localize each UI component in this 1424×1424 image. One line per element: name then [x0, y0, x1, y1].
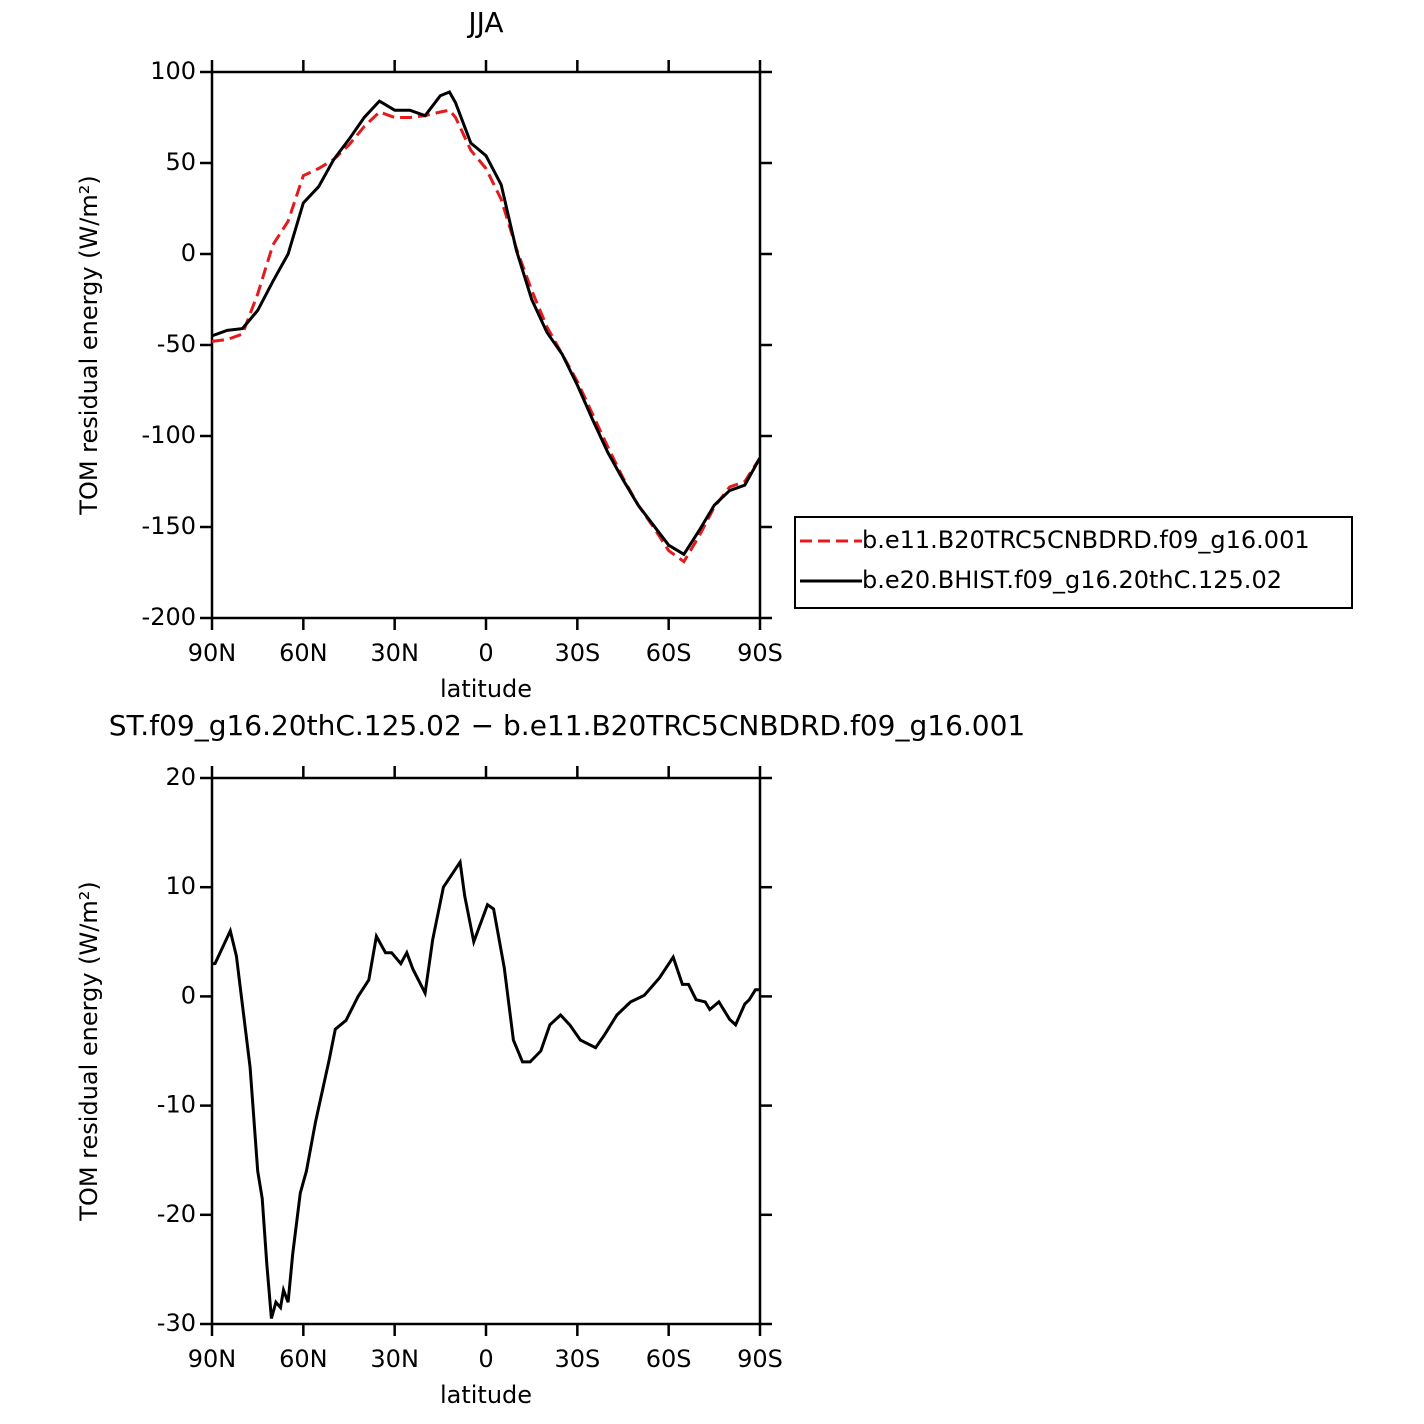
y-tick-label: 100 [150, 57, 196, 85]
y-axis-label: TOM residual energy (W/m²) [75, 881, 103, 1221]
data-line [212, 857, 760, 1319]
chart-title: JJA [466, 6, 503, 39]
x-axis-label: latitude [440, 1381, 532, 1409]
y-tick-label: -20 [157, 1200, 196, 1228]
y-tick-label: -10 [157, 1091, 196, 1119]
y-tick-label: 0 [181, 981, 196, 1009]
y-tick-label: -200 [142, 603, 196, 631]
y-tick-label: 50 [165, 148, 196, 176]
y-tick-label: -30 [157, 1309, 196, 1337]
data-line [211, 108, 762, 564]
y-tick-label: -100 [142, 421, 196, 449]
x-tick-label: 60N [279, 639, 328, 667]
y-tick-label: 20 [165, 763, 196, 791]
y-tick-label: 10 [165, 872, 196, 900]
data-line [211, 90, 762, 557]
y-tick-label: -150 [142, 512, 196, 540]
x-tick-label: 30N [370, 1345, 419, 1373]
x-tick-label: 0 [478, 639, 493, 667]
x-tick-label: 30S [554, 1345, 600, 1373]
x-tick-label: 60N [279, 1345, 328, 1373]
x-tick-label: 0 [478, 1345, 493, 1373]
x-tick-label: 90S [737, 1345, 783, 1373]
x-tick-label: 60S [646, 639, 692, 667]
legend-label: b.e20.BHIST.f09_g16.20thC.125.02 [862, 566, 1282, 594]
y-axis-label: TOM residual energy (W/m²) [75, 175, 103, 515]
legend-label: b.e11.B20TRC5CNBDRD.f09_g16.001 [862, 526, 1310, 554]
x-tick-label: 90N [188, 639, 237, 667]
y-tick-label: 0 [181, 239, 196, 267]
x-tick-label: 90N [188, 1345, 237, 1373]
x-tick-label: 30S [554, 639, 600, 667]
x-tick-label: 30N [370, 639, 419, 667]
x-tick-label: 90S [737, 639, 783, 667]
chart-title: ST.f09_g16.20thC.125.02 − b.e11.B20TRC5C… [109, 709, 1026, 742]
x-tick-label: 60S [646, 1345, 692, 1373]
x-axis-label: latitude [440, 675, 532, 703]
legend-box [794, 516, 1353, 609]
y-tick-label: -50 [157, 330, 196, 358]
